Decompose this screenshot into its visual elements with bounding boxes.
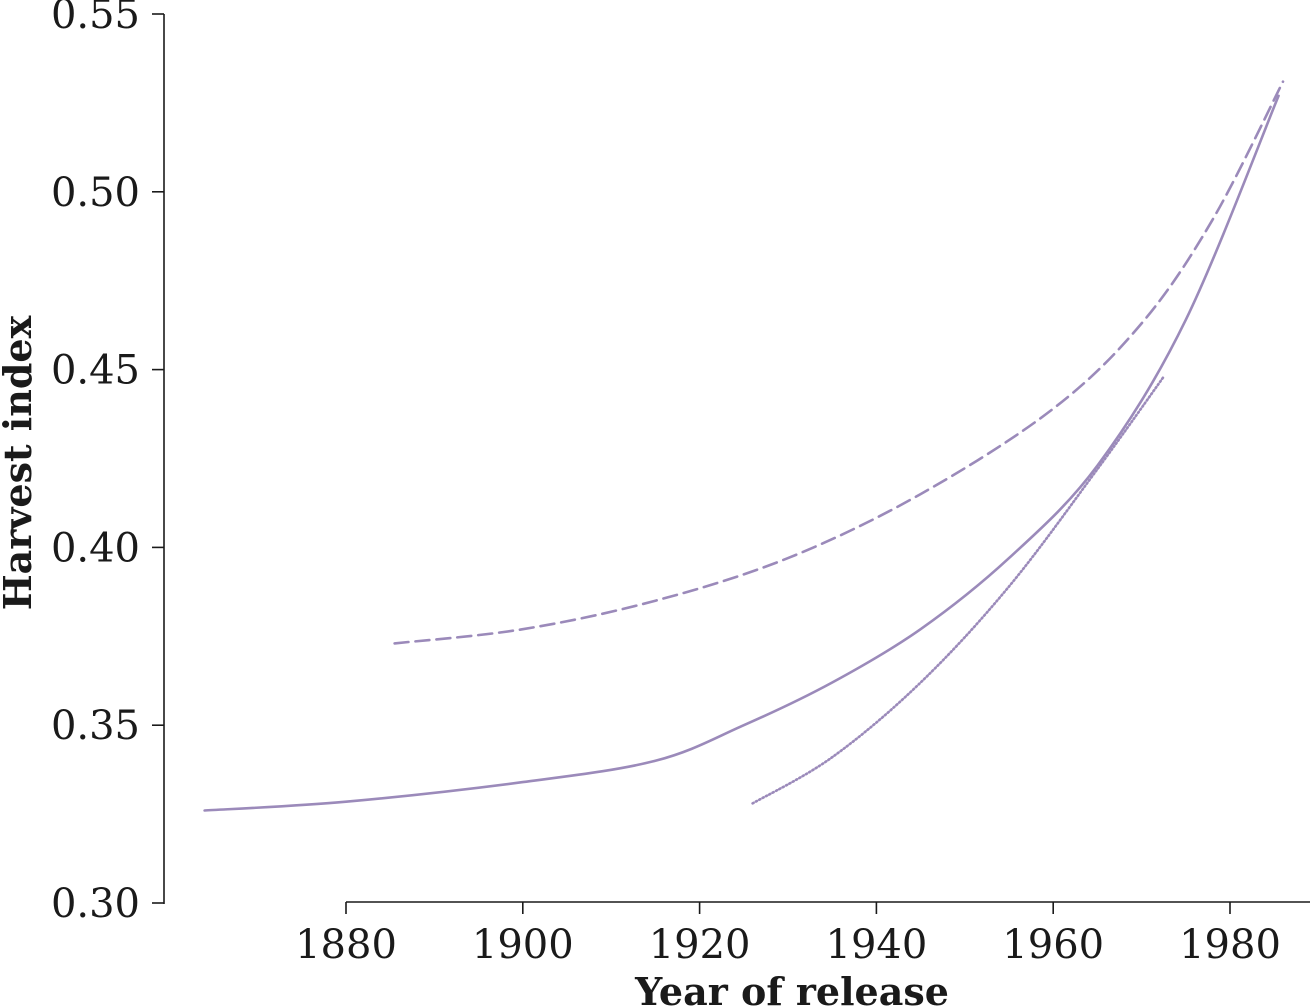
y-tick-label: 0.40 (51, 525, 140, 571)
y-tick-label: 0.50 (51, 170, 140, 216)
x-tick-label: 1900 (472, 922, 574, 968)
x-tick-label: 1960 (1002, 922, 1104, 968)
series-line-dashed (393, 80, 1285, 645)
x-axis-title: Year of release (634, 969, 949, 1008)
y-tick-label: 0.55 (51, 0, 140, 38)
y-tick-label: 0.30 (51, 881, 140, 927)
x-axis-ticks: 1880 1900 1920 1940 1960 1980 (295, 902, 1281, 968)
y-tick-label: 0.45 (51, 348, 140, 394)
y-axis-title: Harvest index (0, 315, 40, 610)
x-tick-label: 1880 (295, 922, 397, 968)
x-tick-label: 1940 (826, 922, 928, 968)
x-tick-label: 1980 (1179, 922, 1281, 968)
series-line-dotted (751, 375, 1165, 805)
series-lines (203, 80, 1285, 812)
y-tick-label: 0.35 (51, 703, 140, 749)
y-axis-ticks: 0.30 0.35 0.40 0.45 0.50 0.55 (51, 0, 164, 927)
x-tick-label: 1920 (649, 922, 751, 968)
series-line-solid (203, 94, 1280, 812)
